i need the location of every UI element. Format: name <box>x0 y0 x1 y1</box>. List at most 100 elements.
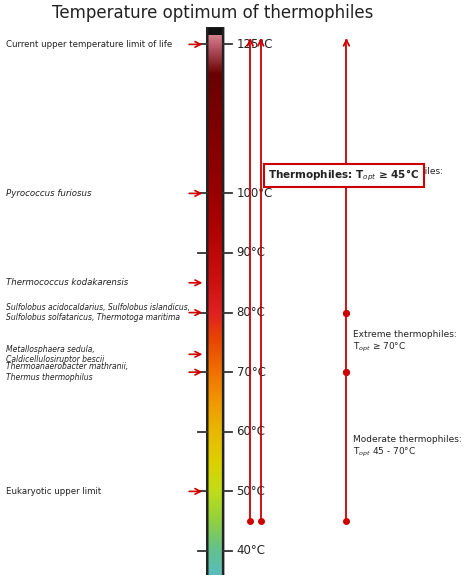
Bar <box>207 390 223 392</box>
Bar <box>207 305 223 307</box>
Bar <box>207 420 223 422</box>
Bar <box>207 340 223 342</box>
Bar <box>207 273 223 275</box>
Bar <box>207 446 223 448</box>
Bar <box>207 281 223 283</box>
Bar <box>207 384 223 386</box>
Bar <box>207 367 223 368</box>
Bar <box>207 416 223 418</box>
Bar <box>207 482 223 483</box>
Bar <box>207 257 223 259</box>
Bar <box>207 269 223 271</box>
Bar <box>207 450 223 452</box>
Bar <box>207 345 223 346</box>
Bar <box>207 58 223 60</box>
Bar <box>207 402 223 404</box>
Bar <box>207 80 223 82</box>
Bar <box>207 114 223 116</box>
Bar <box>207 245 223 247</box>
Bar <box>207 400 223 402</box>
Bar <box>207 138 223 140</box>
Bar <box>207 545 223 547</box>
Bar <box>207 106 223 108</box>
Bar <box>207 84 223 86</box>
Bar <box>207 90 223 92</box>
Bar <box>207 510 223 511</box>
Bar <box>207 199 223 201</box>
Bar <box>207 461 223 464</box>
Bar <box>207 160 223 162</box>
Bar <box>207 181 223 184</box>
Bar <box>207 485 223 488</box>
Bar <box>207 94 223 96</box>
Bar <box>207 392 223 394</box>
Bar <box>207 45 223 46</box>
Bar <box>207 291 223 293</box>
Bar <box>207 38 223 41</box>
Bar <box>207 54 223 56</box>
Bar <box>207 501 223 503</box>
Bar <box>207 386 223 388</box>
Bar <box>207 380 223 382</box>
Bar <box>207 457 223 460</box>
Bar <box>207 549 223 551</box>
Bar <box>207 289 223 291</box>
Bar <box>207 511 223 513</box>
Bar <box>207 313 223 314</box>
Bar <box>207 41 223 42</box>
Bar <box>207 174 223 175</box>
Bar <box>207 128 223 130</box>
Bar <box>207 76 223 78</box>
Bar <box>207 122 223 124</box>
Bar <box>207 567 223 569</box>
Bar <box>207 135 223 138</box>
Bar <box>207 64 223 66</box>
Bar <box>207 156 223 157</box>
Bar <box>207 471 223 474</box>
Bar <box>207 307 223 309</box>
Bar <box>207 193 223 195</box>
Bar <box>207 70 223 72</box>
Bar <box>207 376 223 378</box>
Bar <box>207 287 223 289</box>
Text: Extreme thermophiles:
T$_{opt}$ ≥ 70°C: Extreme thermophiles: T$_{opt}$ ≥ 70°C <box>353 331 456 354</box>
Bar <box>207 426 223 428</box>
Bar <box>207 474 223 475</box>
Bar <box>207 553 223 555</box>
Bar <box>207 142 223 144</box>
Bar <box>207 233 223 235</box>
Bar <box>207 78 223 80</box>
Bar <box>207 561 223 563</box>
Bar <box>207 448 223 450</box>
Bar <box>207 571 223 573</box>
Bar <box>207 398 223 400</box>
Bar <box>207 452 223 453</box>
Bar <box>207 573 223 575</box>
Bar <box>207 537 223 539</box>
Bar <box>207 428 223 430</box>
Bar <box>207 277 223 279</box>
Bar <box>207 56 223 58</box>
Bar <box>207 283 223 285</box>
Text: 90°C: 90°C <box>237 247 265 259</box>
Bar <box>207 388 223 390</box>
Bar <box>207 331 223 332</box>
Bar <box>207 82 223 84</box>
Bar <box>207 574 223 579</box>
Bar <box>207 175 223 178</box>
Bar <box>207 310 223 313</box>
Bar <box>207 72 223 74</box>
Bar <box>207 150 223 152</box>
Bar <box>207 52 223 54</box>
Bar <box>207 152 223 153</box>
Bar <box>207 444 223 446</box>
Bar <box>207 249 223 251</box>
Bar <box>207 247 223 249</box>
Bar <box>207 112 223 114</box>
Bar <box>207 88 223 90</box>
Bar <box>207 118 223 120</box>
Bar <box>207 424 223 426</box>
Bar <box>207 63 223 64</box>
Bar <box>207 49 223 50</box>
Bar <box>207 100 223 102</box>
